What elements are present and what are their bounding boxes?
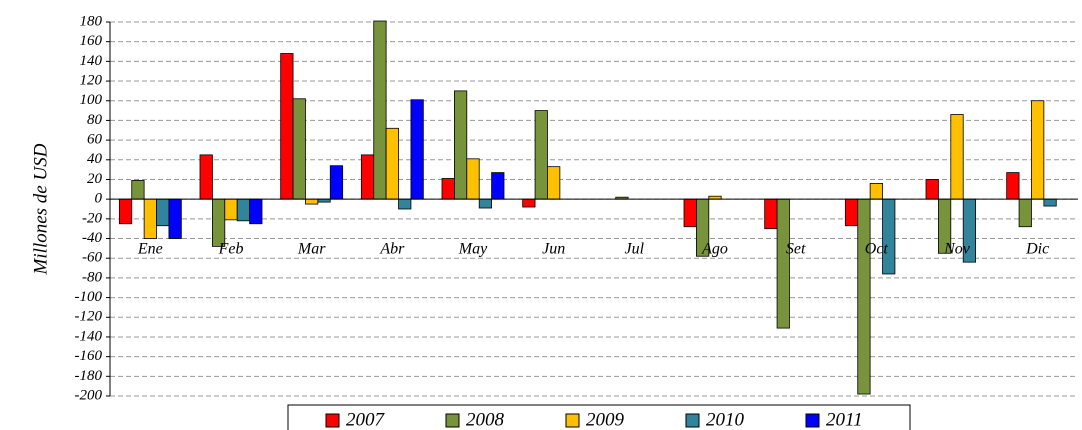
bar — [534, 110, 548, 200]
bar — [249, 198, 263, 225]
y-tick-label: -20 — [82, 210, 102, 226]
y-tick-label: -200 — [75, 387, 103, 403]
y-tick-label: -140 — [75, 328, 103, 344]
y-axis-label: Millones de USD — [30, 143, 51, 275]
bar — [292, 98, 306, 200]
bar — [491, 172, 505, 200]
y-tick-label: 140 — [80, 53, 103, 69]
y-tick-label: 60 — [87, 132, 103, 148]
legend-label: 2009 — [586, 409, 625, 430]
x-tick-label: Mar — [297, 241, 326, 258]
y-tick-label: 80 — [87, 112, 103, 128]
x-tick-label: Dic — [1025, 241, 1049, 258]
bar — [1018, 198, 1032, 228]
bar — [857, 198, 871, 395]
bar — [373, 20, 387, 200]
bar — [466, 158, 480, 200]
bar — [683, 198, 697, 228]
y-tick-label: -80 — [82, 269, 102, 285]
bar — [844, 198, 859, 227]
legend-label: 2010 — [706, 409, 745, 430]
bar — [360, 154, 375, 200]
y-tick-label: 40 — [87, 151, 103, 167]
legend-swatch — [445, 413, 460, 428]
bar — [441, 178, 455, 200]
y-tick-label: 160 — [80, 33, 103, 49]
bar — [398, 198, 412, 210]
x-tick-label: Jul — [625, 241, 645, 258]
bar — [547, 166, 561, 200]
bar — [280, 53, 294, 200]
y-tick-label: -160 — [75, 348, 103, 364]
bar — [236, 198, 250, 222]
x-tick-label: Jun — [542, 241, 565, 258]
y-tick-label: -100 — [75, 289, 103, 305]
bar — [305, 198, 319, 205]
bar — [118, 198, 133, 225]
y-tick-label: -180 — [75, 368, 103, 384]
bar — [329, 165, 344, 200]
bar — [950, 114, 964, 200]
bar — [1031, 100, 1045, 200]
x-tick-label: Feb — [218, 241, 244, 258]
y-tick-label: -40 — [82, 230, 102, 246]
x-tick-label: Oct — [865, 241, 889, 258]
y-tick-label: -120 — [75, 309, 103, 325]
bar — [1043, 198, 1057, 207]
y-tick-label: 20 — [87, 171, 103, 187]
bar — [410, 99, 424, 200]
bar — [882, 198, 896, 275]
legend-label: 2007 — [346, 409, 386, 430]
y-tick-label: 120 — [80, 72, 103, 88]
y-tick-label: -60 — [82, 250, 102, 266]
x-tick-label: Ago — [701, 241, 728, 258]
x-tick-label: Abr — [379, 241, 405, 258]
y-tick-label: 0 — [95, 191, 103, 207]
legend-swatch — [685, 413, 700, 428]
bar — [211, 198, 226, 247]
bar — [385, 127, 399, 200]
bar — [925, 179, 939, 200]
bar — [1006, 172, 1020, 200]
legend-swatch — [565, 413, 580, 428]
bar — [168, 198, 182, 239]
y-tick-label: 180 — [80, 13, 103, 29]
bar — [224, 198, 238, 221]
bar — [869, 183, 883, 200]
y-tick-label: 100 — [80, 92, 103, 108]
x-tick-label: May — [458, 241, 488, 258]
bar — [453, 90, 468, 200]
bar — [776, 198, 790, 329]
legend-swatch — [805, 413, 820, 428]
x-tick-label: Ene — [137, 241, 163, 258]
x-tick-label: Nov — [943, 241, 971, 258]
bar — [156, 198, 170, 227]
bar — [764, 198, 778, 230]
bar — [143, 198, 157, 239]
bar — [522, 198, 536, 208]
x-tick-label: Set — [786, 241, 806, 258]
legend-swatch — [325, 413, 340, 428]
bar — [478, 198, 493, 209]
bar — [199, 154, 213, 200]
legend-label: 2008 — [466, 409, 505, 430]
bar — [131, 180, 145, 200]
legend-label: 2011 — [826, 409, 863, 430]
